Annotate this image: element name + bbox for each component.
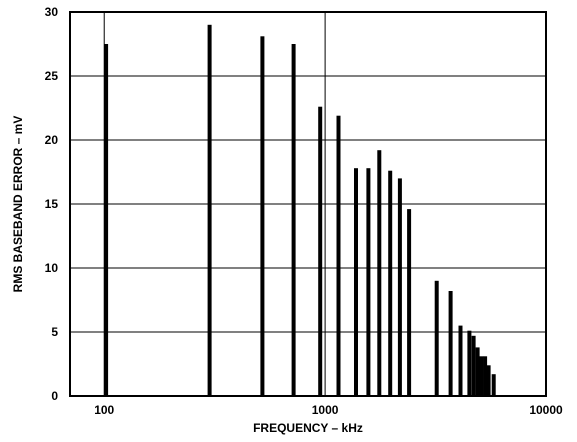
bar — [448, 291, 453, 396]
bar — [475, 347, 480, 396]
bar — [491, 374, 496, 396]
y-tick-label: 0 — [51, 389, 58, 403]
plot-frame — [69, 11, 547, 397]
y-axis-label: RMS BASEBAND ERROR – mV — [11, 116, 25, 293]
bar — [260, 36, 265, 397]
bars — [104, 24, 496, 397]
y-tick-label: 20 — [45, 133, 59, 147]
bar — [458, 325, 463, 396]
x-axis-ticks: 100 1000 10000 — [94, 403, 563, 417]
y-tick-label: 25 — [45, 69, 59, 83]
bar — [471, 335, 476, 396]
y-tick-label: 15 — [45, 197, 59, 211]
x-axis-label: FREQUENCY – kHz — [253, 421, 363, 435]
x-tick-label: 1000 — [312, 403, 339, 417]
bar — [366, 168, 371, 396]
x-tick-label: 100 — [94, 403, 114, 417]
y-tick-label: 5 — [51, 325, 58, 339]
bar — [467, 330, 472, 396]
bar — [377, 150, 382, 396]
y-tick-label: 10 — [45, 261, 59, 275]
bar — [397, 178, 402, 396]
bar — [407, 209, 412, 396]
bar — [434, 280, 439, 396]
bar — [207, 24, 212, 397]
bar — [479, 356, 484, 396]
x-tick-label: 10000 — [529, 403, 563, 417]
y-axis-ticks: 0 5 10 15 20 25 30 — [45, 5, 59, 403]
y-tick-label: 30 — [45, 5, 59, 19]
bar — [336, 115, 341, 396]
bar — [104, 44, 109, 396]
bar — [486, 365, 491, 396]
bar — [354, 168, 358, 396]
bar — [483, 356, 488, 396]
bar — [291, 44, 296, 396]
bar — [388, 170, 393, 396]
bar — [318, 106, 323, 396]
